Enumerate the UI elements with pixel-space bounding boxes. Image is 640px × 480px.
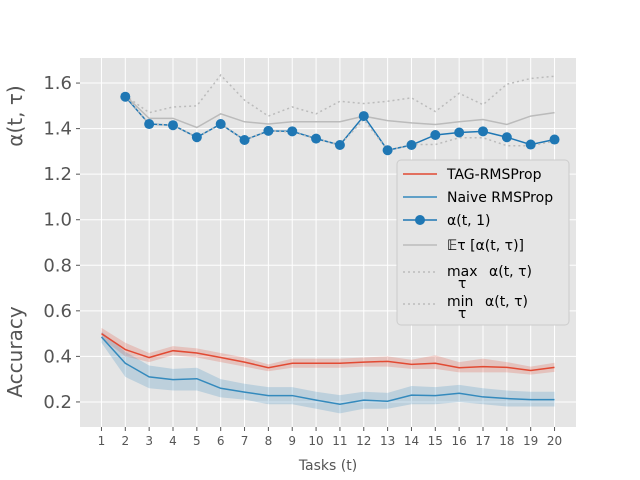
x-tick-label: 18 xyxy=(499,434,514,448)
legend-label-expected-alpha: 𝔼τ [α(t, τ)] xyxy=(447,238,524,254)
marker-t-1 xyxy=(501,132,512,143)
y-tick-label: 1.0 xyxy=(43,210,72,231)
y-tick-label: 1.4 xyxy=(43,119,72,140)
y-tick-label: 0.2 xyxy=(43,392,72,413)
marker-t-1 xyxy=(263,125,274,136)
series-markers xyxy=(120,91,560,156)
x-tick-label: 13 xyxy=(380,434,395,448)
x-tick-label: 20 xyxy=(547,434,562,448)
band-naive-rmsprop xyxy=(101,331,555,414)
marker-t-1 xyxy=(358,111,369,122)
legend-box xyxy=(396,159,570,326)
legend-label-min-main: min xyxy=(447,294,473,310)
x-tick-label: 15 xyxy=(428,434,443,448)
x-tick-label: 12 xyxy=(356,434,371,448)
marker-t-1 xyxy=(549,134,560,145)
y-tick-label: 1.6 xyxy=(43,73,72,94)
legend-label-alpha-t1: α(t, 1) xyxy=(447,213,490,229)
marker-t-1 xyxy=(454,127,465,138)
marker-t-1 xyxy=(406,140,417,151)
x-tick-label: 11 xyxy=(332,434,347,448)
x-axis-label: Tasks (t) xyxy=(298,458,357,474)
line-tag-rmsprop xyxy=(101,332,555,372)
legend-label-max-main: max xyxy=(447,264,478,280)
marker-t-1 xyxy=(191,132,202,143)
x-tick-label: 14 xyxy=(404,434,419,448)
legend: TAG-RMSProp Naive RMSProp α(t, 1) 𝔼τ [α(… xyxy=(396,159,570,326)
x-tick-label: 6 xyxy=(217,434,225,448)
y-tick-label: 0.6 xyxy=(43,301,72,322)
y-axis-ticks: 0.2 0.4 0.6 0.8 1.0 1.2 1.4 1.6 xyxy=(43,73,80,413)
y-tick-label: 1.2 xyxy=(43,164,72,185)
marker-t-1 xyxy=(525,139,536,150)
y-tick-label: 0.4 xyxy=(43,346,72,367)
line-naive-rmsprop xyxy=(100,336,555,405)
marker-t-1 xyxy=(239,135,250,145)
x-tick-label: 9 xyxy=(288,434,296,448)
legend-label-min-sub: τ xyxy=(458,306,466,322)
marker-t-1 xyxy=(287,126,298,137)
legend-label-tag-rmsprop: TAG-RMSProp xyxy=(446,167,542,183)
line-t xyxy=(124,95,555,129)
x-tick-label: 4 xyxy=(169,434,177,448)
marker-t-1 xyxy=(168,120,178,131)
x-tick-label: 1 xyxy=(98,434,106,448)
legend-marker-alpha-t1 xyxy=(415,215,425,225)
legend-label-naive-rmsprop: Naive RMSProp xyxy=(447,190,553,206)
x-tick-label: 2 xyxy=(121,434,129,448)
marker-t-1 xyxy=(382,145,393,156)
marker-t-1 xyxy=(144,119,155,130)
band-tag-rmsprop xyxy=(101,327,555,375)
x-tick-label: 10 xyxy=(308,434,323,448)
marker-t-1 xyxy=(430,129,441,140)
marker-t-1 xyxy=(334,140,345,151)
x-tick-label: 8 xyxy=(265,434,273,448)
x-tick-label: 17 xyxy=(475,434,490,448)
x-tick-label: 16 xyxy=(452,434,467,448)
legend-label-max-sub: τ xyxy=(458,276,466,292)
marker-t-1 xyxy=(478,126,488,137)
legend-label-max-rest: α(t, τ) xyxy=(489,264,532,280)
marker-t-1 xyxy=(311,133,322,144)
y-tick-label: 0.8 xyxy=(43,255,72,276)
marker-t-1 xyxy=(120,91,131,102)
accuracy-axis-label: Accuracy xyxy=(3,306,27,397)
x-tick-label: 5 xyxy=(193,434,201,448)
x-tick-label: 3 xyxy=(145,434,153,448)
alpha-axis-label: α(t, τ) xyxy=(3,85,27,146)
confidence-bands xyxy=(101,327,555,414)
legend-label-min-rest: α(t, τ) xyxy=(485,294,528,310)
x-tick-label: 19 xyxy=(523,434,538,448)
x-axis-ticks: 1 2 3 4 5 6 7 8 9 10 11 12 13 14 15 16 17 18 19 20 xyxy=(98,427,562,448)
x-tick-label: 7 xyxy=(241,434,249,448)
marker-t-1 xyxy=(215,119,226,130)
